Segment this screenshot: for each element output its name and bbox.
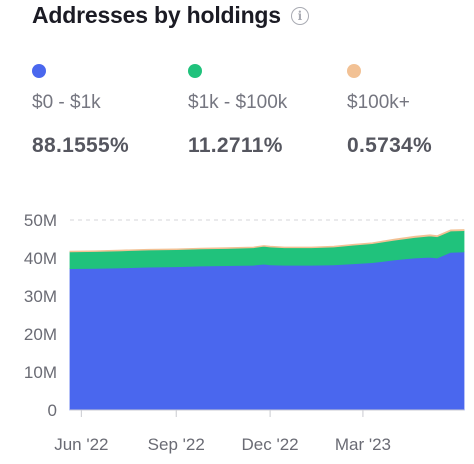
y-tick-label: 10M [24,363,57,382]
chart-header: Addresses by holdings i [32,2,309,29]
x-tick-label: Dec '22 [242,435,299,454]
legend-label: $0 - $1k [32,92,101,113]
y-tick-label: 40M [24,249,57,268]
series-areas [69,229,465,411]
area-chart[interactable]: 0 10M 20M 30M 40M 50M Jun '22 Sep '22 Dec '22 Ma… [0,200,474,464]
legend-item-medium[interactable]: $1k - $100k 11.2711% [188,64,287,157]
legend-dot [32,64,46,78]
x-axis: Jun '22 Sep '22 Dec '22 Mar '23 [54,409,464,454]
y-tick-label: 20M [24,325,57,344]
legend-value: 11.2711% [188,134,283,157]
x-tick-label: Sep '22 [148,435,205,454]
legend-item-large[interactable]: $100k+ 0.5734% [347,64,432,157]
y-axis: 0 10M 20M 30M 40M 50M [24,211,57,420]
y-tick-label: 50M [24,211,57,230]
x-tick-label: Mar '23 [335,435,391,454]
x-tick-label: Jun '22 [54,435,108,454]
legend-dot [347,64,361,78]
legend-item-small[interactable]: $0 - $1k 88.1555% [32,64,129,157]
chart-title: Addresses by holdings [32,2,281,28]
legend-label: $100k+ [347,92,410,113]
legend-label: $1k - $100k [188,92,288,113]
y-tick-label: 30M [24,287,57,306]
legend-dot [188,64,202,78]
legend-value: 88.1555% [32,134,129,157]
series-area [69,229,465,253]
y-tick-label: 0 [48,401,57,420]
series-area [69,251,465,411]
info-icon[interactable]: i [290,6,309,25]
legend-value: 0.5734% [347,134,433,157]
